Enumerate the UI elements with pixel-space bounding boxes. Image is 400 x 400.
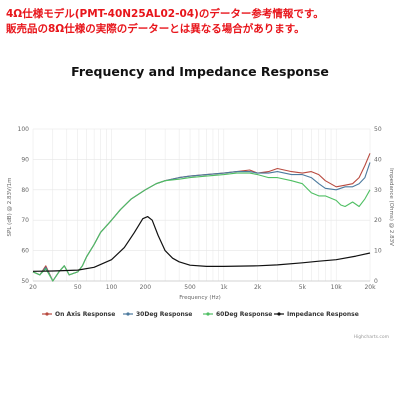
notice-line-1: 4Ω仕様モデル(PMT-40N25AL02-04)のデーター参考情報です。 (6, 8, 324, 20)
y2-tick-label: 30 (374, 187, 382, 194)
notice-line-2: 販売品の8Ω仕様の実際のデーターとは異なる場合があります。 (6, 23, 305, 35)
legend-marker (45, 312, 49, 316)
legend-label: Impedance Response (287, 311, 359, 318)
y2-tick-label: 40 (374, 156, 382, 163)
credit-text: Highcharts.com (354, 334, 389, 340)
legend-label: 30Deg Response (136, 311, 192, 318)
grid-lines (32, 128, 371, 282)
legend-marker (206, 312, 210, 316)
series-line-impedance-response (32, 216, 371, 272)
notice-banner: 4Ω仕様モデル(PMT-40N25AL02-04)のデーター参考情報です。 販売… (6, 7, 396, 37)
x-tick-label: 2k (254, 284, 262, 291)
x-tick-label: 10k (331, 284, 343, 291)
y-axis-label: SPL (dB) @ 2.83V/1m (7, 178, 13, 237)
y-tick-label: 70 (21, 217, 29, 224)
y-tick-label: 90 (21, 156, 29, 163)
legend: On Axis Response 30Deg Response 60Deg Resp… (42, 311, 359, 318)
y-tick-label: 100 (18, 126, 30, 133)
x-tick-label: 5k (299, 284, 307, 291)
x-tick-label: 200 (140, 284, 152, 291)
y2-axis-label: Impedance (Ohms) @ 2.83V (388, 168, 394, 246)
series-lines (32, 153, 371, 282)
legend-label: On Axis Response (55, 311, 115, 318)
chart-title: Frequency and Impedance Response (71, 64, 329, 79)
y-tick-label: 80 (21, 187, 29, 194)
legend-marker (277, 312, 281, 316)
legend-marker (126, 312, 130, 316)
y2-tick-label: 20 (374, 217, 382, 224)
x-tick-label: 20k (364, 284, 376, 291)
y-tick-label: 50 (21, 278, 29, 285)
y2-tick-label: 0 (374, 278, 378, 285)
x-tick-label: 20 (29, 284, 37, 291)
x-axis-label: Frequency (Hz) (179, 295, 220, 301)
x-tick-label: 100 (106, 284, 118, 291)
x-tick-label: 1k (220, 284, 228, 291)
y2-tick-label: 50 (374, 126, 382, 133)
series-line-on-axis-response (32, 153, 371, 282)
y-tick-label: 60 (21, 248, 29, 255)
x-tick-label: 50 (74, 284, 82, 291)
y2-tick-label: 10 (374, 248, 382, 255)
x-tick-label: 500 (184, 284, 196, 291)
series-line-60deg-response (32, 172, 371, 282)
legend-label: 60Deg Response (216, 311, 272, 318)
